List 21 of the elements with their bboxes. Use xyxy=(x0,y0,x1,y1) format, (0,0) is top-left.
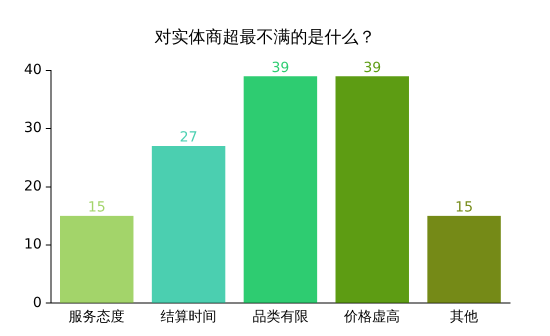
y-tick-label: 20 xyxy=(24,178,42,194)
y-tick-label: 10 xyxy=(24,236,42,253)
data-label: 27 xyxy=(180,130,198,146)
data-label: 15 xyxy=(455,200,473,216)
bar xyxy=(152,146,226,303)
chart-title: 对实体商超最不满的是什么？ xyxy=(154,28,376,48)
bar xyxy=(60,216,134,303)
x-tick-label: 其他 xyxy=(450,309,478,326)
x-tick-label: 价格虚高 xyxy=(343,309,400,326)
x-tick-label: 服务态度 xyxy=(68,309,125,326)
bar xyxy=(427,216,501,303)
data-label: 39 xyxy=(271,60,290,76)
y-tick-label: 30 xyxy=(24,120,42,136)
data-label: 39 xyxy=(363,60,382,76)
x-tick-label: 结算时间 xyxy=(160,309,217,326)
x-tick-label: 品类有限 xyxy=(252,309,308,326)
y-tick-label: 0 xyxy=(32,294,42,311)
y-tick-label: 40 xyxy=(24,62,42,78)
bar xyxy=(336,76,409,303)
data-label: 15 xyxy=(88,200,106,216)
bar xyxy=(244,76,318,303)
